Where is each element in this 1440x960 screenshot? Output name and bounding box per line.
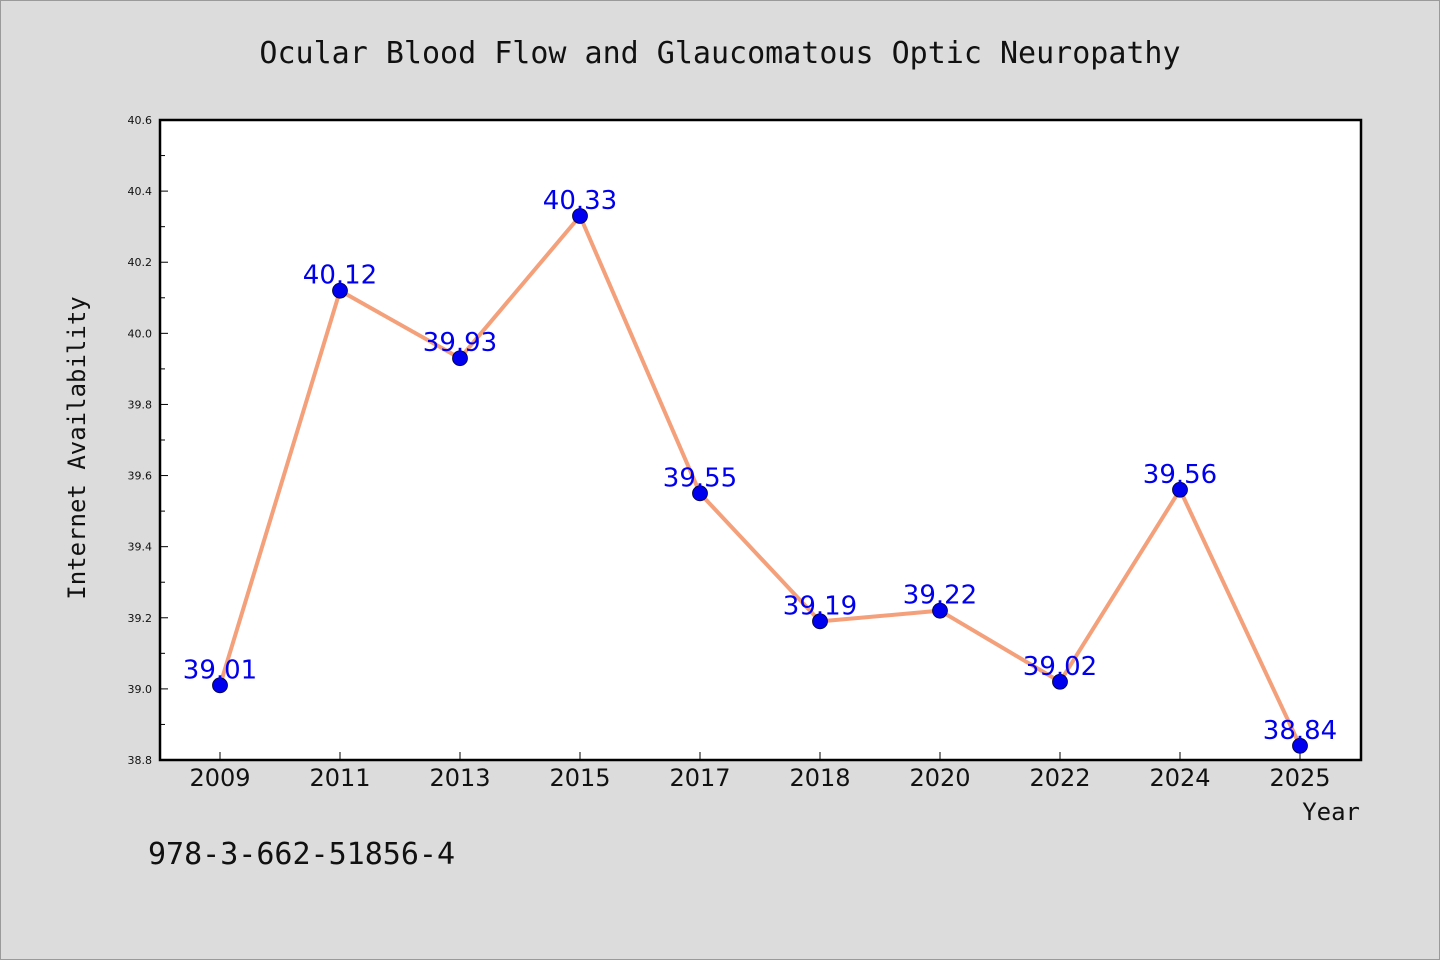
footer-isbn: 978-3-662-51856-4 (148, 837, 455, 872)
data-point (452, 350, 468, 367)
data-label: 39.01 (183, 655, 257, 685)
data-point (212, 677, 228, 694)
y-tick-label: 40.0 (128, 327, 153, 340)
data-point (1172, 481, 1188, 498)
y-tick-label: 40.2 (128, 256, 153, 269)
data-label: 39.22 (903, 581, 977, 611)
y-tick-label: 38.8 (128, 754, 153, 767)
data-point (692, 485, 708, 502)
x-tick-label: 2009 (189, 764, 250, 792)
x-tick-label: 2020 (909, 764, 970, 792)
data-label: 40.12 (303, 261, 377, 291)
data-label: 39.56 (1143, 460, 1217, 490)
x-tick-label: 2024 (1149, 764, 1210, 792)
plot-area (158, 118, 1363, 762)
x-tick-label: 2015 (549, 764, 610, 792)
data-point (1292, 737, 1308, 754)
data-label: 39.19 (783, 591, 857, 621)
data-label: 39.93 (423, 328, 497, 358)
y-tick-label: 39.8 (128, 398, 153, 411)
data-label: 39.02 (1023, 652, 1097, 682)
y-axis-label: Internet Availability (63, 296, 91, 599)
x-tick-label: 2011 (309, 764, 370, 792)
data-label: 39.55 (663, 463, 737, 493)
data-point (812, 613, 828, 630)
x-tick-label: 2013 (429, 764, 490, 792)
data-point (932, 602, 948, 619)
x-tick-label: 2025 (1269, 764, 1330, 792)
y-tick-label: 39.2 (128, 612, 153, 625)
x-axis-ticks: 2009 2011 2013 2015 2017 2018 2020 2022 2024 2025 (189, 752, 1331, 792)
data-point (572, 208, 588, 224)
x-axis-label: Year (1302, 798, 1360, 826)
y-tick-label: 39.4 (128, 541, 153, 554)
x-tick-label: 2017 (669, 764, 730, 792)
y-tick-label: 39.6 (128, 470, 153, 483)
data-point (1052, 673, 1068, 690)
series-line (218, 214, 1302, 748)
data-point (332, 282, 348, 299)
chart-title: Ocular Blood Flow and Glaucomatous Optic… (259, 36, 1180, 71)
series-line-group (212, 208, 1308, 754)
y-tick-label: 39.0 (128, 683, 153, 696)
y-tick-label: 40.4 (128, 185, 153, 198)
data-labels-group: 39.01 40.12 39.93 40.33 39.55 39.19 39.22 39.02… (183, 186, 1337, 746)
y-axis-ticks: 38.8 39.0 39.2 39.4 39.6 39.8 40.0 40.2 40.4 40.6 (128, 114, 168, 767)
data-label: 40.33 (543, 186, 617, 216)
y-tick-label: 40.6 (128, 114, 153, 127)
x-tick-label: 2022 (1029, 764, 1090, 792)
x-tick-label: 2018 (789, 764, 850, 792)
data-label: 38.84 (1263, 716, 1337, 746)
